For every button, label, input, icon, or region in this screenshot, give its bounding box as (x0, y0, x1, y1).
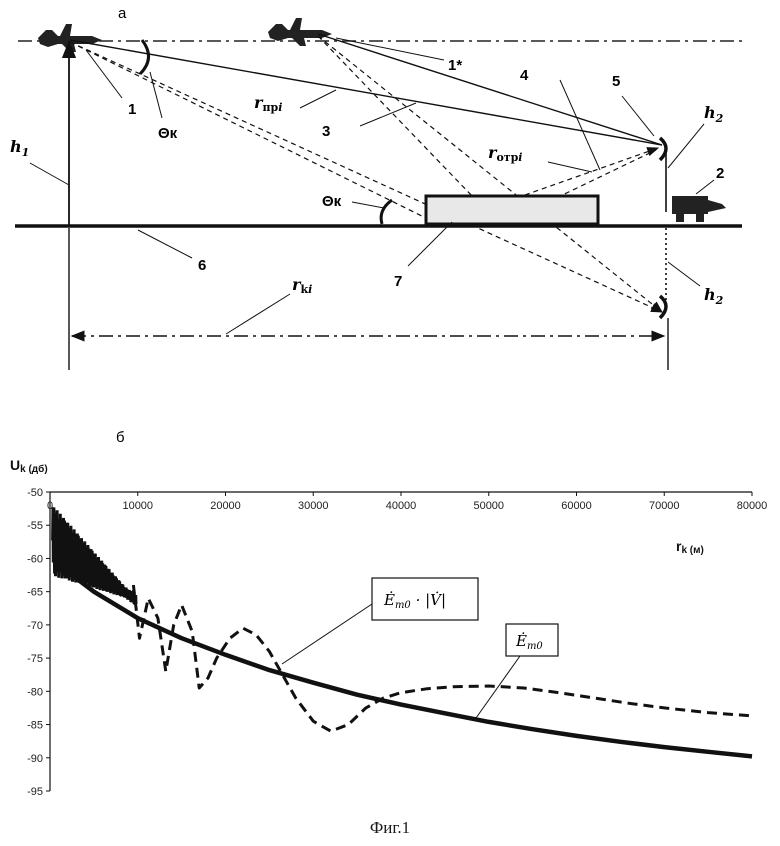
x-tick-label: 30000 (298, 500, 329, 512)
panel-b-label: б (116, 429, 125, 446)
y-tick-label: -80 (27, 686, 43, 698)
y-tick-label: -75 (27, 653, 43, 665)
y-tick-label: -50 (27, 487, 43, 499)
legend-em0: Ėm0 (476, 624, 558, 718)
x-tick-label: 40000 (386, 500, 417, 512)
plot-area: 0100002000030000400005000060000700008000… (27, 487, 767, 798)
y-tick-label: -55 (27, 520, 43, 532)
legend-em0-v: Ėm0 · |V̇| (282, 578, 478, 664)
y-axis-title: Uk (дб) (10, 457, 48, 475)
x-axis-title: rk (м) (676, 538, 704, 556)
legend-em0-v-leader (282, 604, 372, 664)
y-tick-label: -60 (27, 553, 43, 565)
legend-em0-v-text: Ėm0 · |V̇| (383, 591, 446, 611)
x-tick-label: 10000 (122, 500, 153, 512)
x-tick-label: 60000 (561, 500, 592, 512)
y-tick-label: -95 (27, 786, 43, 798)
x-tick-label: 80000 (737, 500, 768, 512)
y-tick-label: -85 (27, 720, 43, 732)
y-tick-label: -90 (27, 753, 43, 765)
x-tick-label: 70000 (649, 500, 680, 512)
x-tick-label: 20000 (210, 500, 241, 512)
x-tick-label: 50000 (473, 500, 504, 512)
y-tick-label: -65 (27, 587, 43, 599)
figure-caption: Фиг.1 (0, 818, 780, 838)
y-tick-label: -70 (27, 620, 43, 632)
legend-em0-leader (476, 656, 520, 718)
